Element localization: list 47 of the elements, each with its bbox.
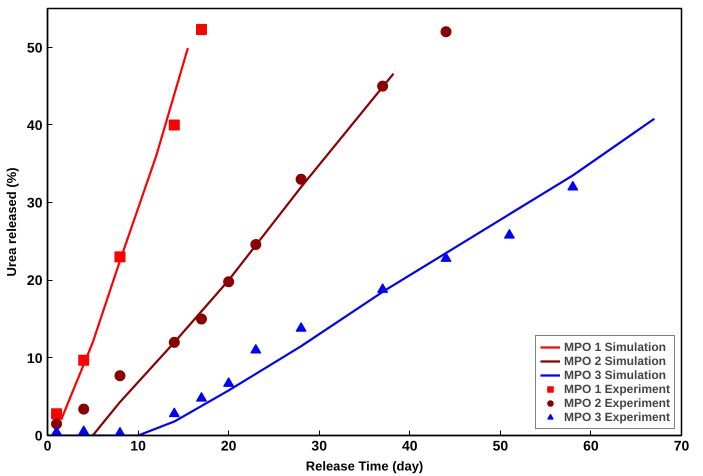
- y-tick-label: 0: [34, 428, 43, 444]
- point: [223, 276, 234, 288]
- point: [196, 314, 207, 325]
- x-tick-label: 30: [311, 438, 328, 454]
- x-tick-label: 70: [674, 438, 690, 454]
- y-tick-label: 30: [26, 194, 43, 211]
- x-tick-label: 50: [492, 438, 508, 454]
- y-tick-label: 20: [26, 272, 43, 288]
- point: [78, 354, 90, 366]
- legend-label: MPO 3 Experiment: [564, 410, 670, 424]
- point: [567, 180, 578, 190]
- point: [440, 252, 452, 262]
- point: [377, 283, 388, 293]
- x-tick-label: 40: [402, 438, 418, 454]
- y-axis-title: Urea released (%): [4, 167, 19, 277]
- point: [296, 322, 307, 332]
- point: [51, 408, 62, 420]
- point: [440, 26, 452, 38]
- point: [78, 404, 90, 415]
- x-tick-label: 20: [220, 438, 237, 454]
- legend-label: MPO 2 Simulation: [564, 354, 666, 368]
- point: [114, 370, 126, 382]
- point: [504, 228, 515, 239]
- point: [168, 407, 180, 418]
- legend-label: MPO 1 Experiment: [564, 382, 670, 396]
- y-tick-label: 10: [26, 350, 43, 366]
- point: [168, 119, 180, 130]
- legend-label: MPO 1 Simulation: [564, 340, 666, 354]
- x-axis-title: Release Time (day): [306, 458, 424, 474]
- point: [296, 174, 307, 185]
- point: [377, 80, 388, 92]
- point: [196, 24, 207, 35]
- point: [250, 344, 262, 354]
- point: [168, 336, 180, 348]
- y-tick-label: 40: [26, 116, 43, 133]
- legend-label: MPO 3 Simulation: [564, 368, 666, 382]
- x-tick-label: 10: [130, 438, 146, 454]
- line-series: [92, 72, 395, 436]
- point: [51, 418, 62, 430]
- point: [250, 239, 262, 250]
- point: [78, 425, 90, 436]
- x-tick-label: 60: [583, 438, 599, 454]
- point: [114, 251, 126, 262]
- point: [196, 392, 207, 402]
- legend-label: MPO 2 Experiment: [564, 396, 670, 410]
- y-tick-label: 50: [26, 39, 43, 56]
- point: [223, 377, 234, 387]
